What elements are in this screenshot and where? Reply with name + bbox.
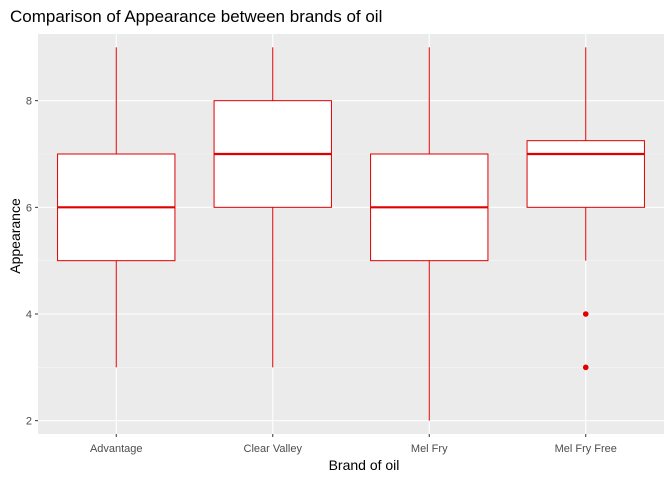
boxes-layer (57, 47, 645, 421)
chart-title: Comparison of Appearance between brands … (10, 7, 382, 26)
outlier-point (582, 364, 589, 371)
box-mel-fry-free (526, 47, 645, 371)
x-axis-title: Brand of oil (329, 457, 400, 473)
y-tick-label: 8 (26, 96, 32, 108)
y-tick-label: 2 (26, 416, 32, 428)
y-axis: 2 4 6 8 (26, 96, 38, 428)
y-tick-label: 6 (26, 202, 32, 214)
x-tick-label: Mel Fry Free (555, 443, 617, 455)
y-axis-title: Appearance (7, 198, 23, 274)
x-axis: Advantage Clear Valley Mel Fry Mel Fry Free (90, 434, 617, 455)
box-advantage (57, 47, 176, 368)
box-mel-fry (370, 47, 489, 421)
box-clear-valley (213, 47, 332, 368)
x-tick-label: Mel Fry (411, 443, 448, 455)
x-tick-label: Clear Valley (244, 443, 303, 455)
x-tick-label: Advantage (90, 443, 143, 455)
outlier-point (582, 311, 589, 317)
y-tick-label: 4 (26, 309, 32, 321)
box-body (526, 140, 645, 208)
